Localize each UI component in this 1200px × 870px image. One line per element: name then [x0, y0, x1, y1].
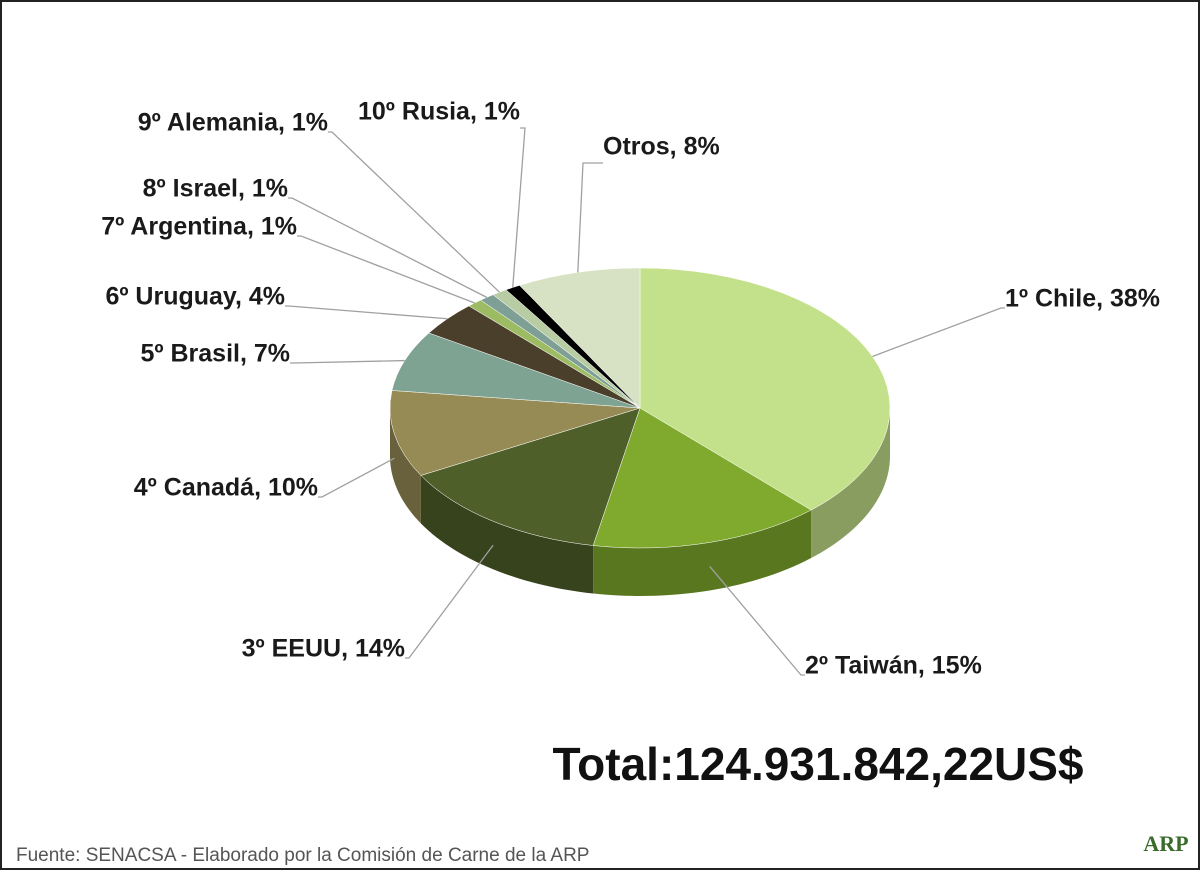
total-annotation: Total:124.931.842,22US$: [552, 738, 1083, 790]
leader-line: [405, 544, 494, 659]
leader-line: [318, 457, 395, 498]
slice-side: [811, 408, 890, 559]
slice: [592, 407, 812, 549]
data-label: Otros, 8%: [603, 133, 720, 161]
leader-line: [290, 359, 405, 364]
slice: [391, 332, 641, 409]
leader-line: [709, 566, 805, 676]
leader-line: [285, 305, 448, 320]
leader-line: [577, 162, 603, 273]
leader-line: [872, 307, 1005, 358]
leader-line: [328, 131, 500, 293]
leader-line: [288, 197, 488, 298]
slice-side: [390, 408, 421, 524]
data-label: 8º Israel, 1%: [143, 175, 288, 203]
pie: 1º Chile, 38% 2º Taiwán, 15% 3º EEUU, 14% 4…: [101, 98, 1160, 680]
leader-line: [512, 127, 526, 288]
data-label: 1º Chile, 38%: [1005, 285, 1160, 313]
data-label: 5º Brasil, 7%: [141, 340, 291, 368]
leader-line: [297, 235, 475, 304]
data-label: 10º Rusia, 1%: [358, 98, 520, 126]
data-label: 3º EEUU, 14%: [242, 635, 405, 663]
logo: ARP: [1143, 831, 1188, 856]
slice-side: [420, 475, 594, 594]
data-label: 7º Argentina, 1%: [101, 213, 297, 241]
slice: [389, 390, 641, 476]
source-note: Fuente: SENACSA - Elaborado por la Comis…: [16, 845, 589, 866]
slice-side: [593, 510, 812, 596]
data-label: 4º Canadá, 10%: [134, 474, 318, 502]
slice: [420, 407, 641, 546]
data-label: 2º Taiwán, 15%: [805, 652, 982, 680]
data-label: 9º Alemania, 1%: [138, 109, 328, 137]
data-label: 6º Uruguay, 4%: [105, 283, 285, 311]
